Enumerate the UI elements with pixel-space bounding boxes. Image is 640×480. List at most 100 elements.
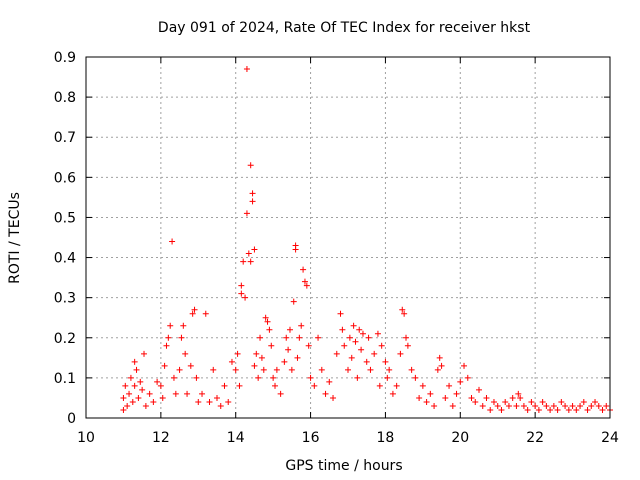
data-point	[339, 326, 346, 333]
y-tick-label: 0.5	[54, 210, 76, 226]
data-point	[294, 354, 301, 361]
data-point	[221, 382, 228, 389]
data-point	[457, 378, 464, 385]
data-point	[580, 398, 587, 405]
data-point	[384, 374, 391, 381]
data-point	[554, 406, 561, 413]
data-point	[436, 354, 443, 361]
data-point	[217, 402, 224, 409]
data-point	[191, 306, 198, 313]
y-tick-label: 0.1	[54, 371, 76, 387]
data-point	[584, 406, 591, 413]
data-point	[515, 390, 522, 397]
data-point	[180, 322, 187, 329]
data-point	[350, 322, 357, 329]
data-point	[345, 366, 351, 373]
data-point	[184, 390, 191, 397]
data-point	[240, 258, 247, 265]
data-point	[260, 366, 267, 373]
y-tick-label: 0	[67, 411, 76, 427]
data-point	[577, 402, 584, 409]
data-point	[352, 338, 359, 345]
data-point	[322, 390, 329, 397]
y-tick-label: 0.7	[54, 130, 76, 146]
data-point	[236, 382, 243, 389]
x-tick-label: 24	[601, 430, 619, 446]
data-point	[393, 382, 400, 389]
data-point	[592, 398, 599, 405]
data-points	[120, 66, 613, 413]
y-tick-label: 0.4	[54, 251, 76, 267]
data-point	[242, 294, 249, 301]
data-point	[464, 374, 471, 381]
data-point	[120, 394, 127, 401]
data-point	[431, 402, 438, 409]
data-point	[131, 358, 138, 365]
data-point	[397, 350, 404, 357]
data-point	[253, 350, 260, 357]
data-point	[547, 406, 554, 413]
data-point	[311, 382, 318, 389]
data-point	[565, 406, 572, 413]
data-point	[359, 330, 366, 337]
data-point	[442, 394, 449, 401]
data-point	[438, 362, 445, 369]
data-point	[281, 358, 288, 365]
data-point	[163, 342, 170, 349]
data-point	[290, 298, 297, 305]
data-point	[247, 162, 254, 169]
data-point	[358, 346, 365, 353]
data-point	[189, 310, 196, 317]
data-point	[315, 334, 322, 341]
data-point	[195, 398, 202, 405]
data-point	[251, 362, 258, 369]
data-point	[249, 198, 256, 205]
data-point	[427, 390, 434, 397]
x-tick-label: 10	[77, 430, 95, 446]
data-point	[264, 318, 271, 325]
data-point	[502, 398, 509, 405]
data-point	[356, 326, 363, 333]
data-point	[330, 394, 337, 401]
data-point	[249, 190, 256, 197]
data-point	[479, 402, 486, 409]
data-point	[285, 346, 292, 353]
data-point	[120, 406, 127, 413]
data-point	[543, 402, 550, 409]
x-tick-label: 22	[526, 430, 544, 446]
y-axis-ticks: 0 0.1 0.2 0.3 0.4 0.5 0.6 0.7 0.8 0.9	[54, 50, 610, 427]
data-point	[449, 402, 456, 409]
data-point	[494, 402, 501, 409]
x-axis-label: GPS time / hours	[285, 458, 402, 474]
data-point	[154, 378, 161, 385]
y-tick-label: 0.9	[54, 50, 76, 66]
data-point	[490, 398, 497, 405]
data-point	[300, 266, 307, 273]
data-point	[243, 66, 250, 73]
data-point	[573, 406, 580, 413]
data-point	[176, 366, 183, 373]
data-point	[520, 402, 527, 409]
data-point	[234, 350, 241, 357]
data-point	[251, 246, 258, 253]
data-point	[472, 398, 479, 405]
x-tick-label: 14	[227, 430, 245, 446]
data-point	[382, 358, 389, 365]
data-point	[603, 402, 610, 409]
y-tick-label: 0.6	[54, 170, 76, 186]
data-point	[258, 354, 265, 361]
data-point	[272, 382, 279, 389]
data-point	[238, 290, 245, 297]
data-point	[292, 246, 299, 253]
data-point	[122, 382, 129, 389]
data-point	[172, 390, 179, 397]
data-point	[386, 366, 393, 373]
data-point	[399, 306, 406, 313]
data-point	[483, 394, 490, 401]
data-point	[141, 350, 148, 357]
x-tick-label: 12	[152, 430, 170, 446]
data-point	[157, 382, 164, 389]
data-point	[257, 334, 264, 341]
data-point	[595, 402, 602, 409]
